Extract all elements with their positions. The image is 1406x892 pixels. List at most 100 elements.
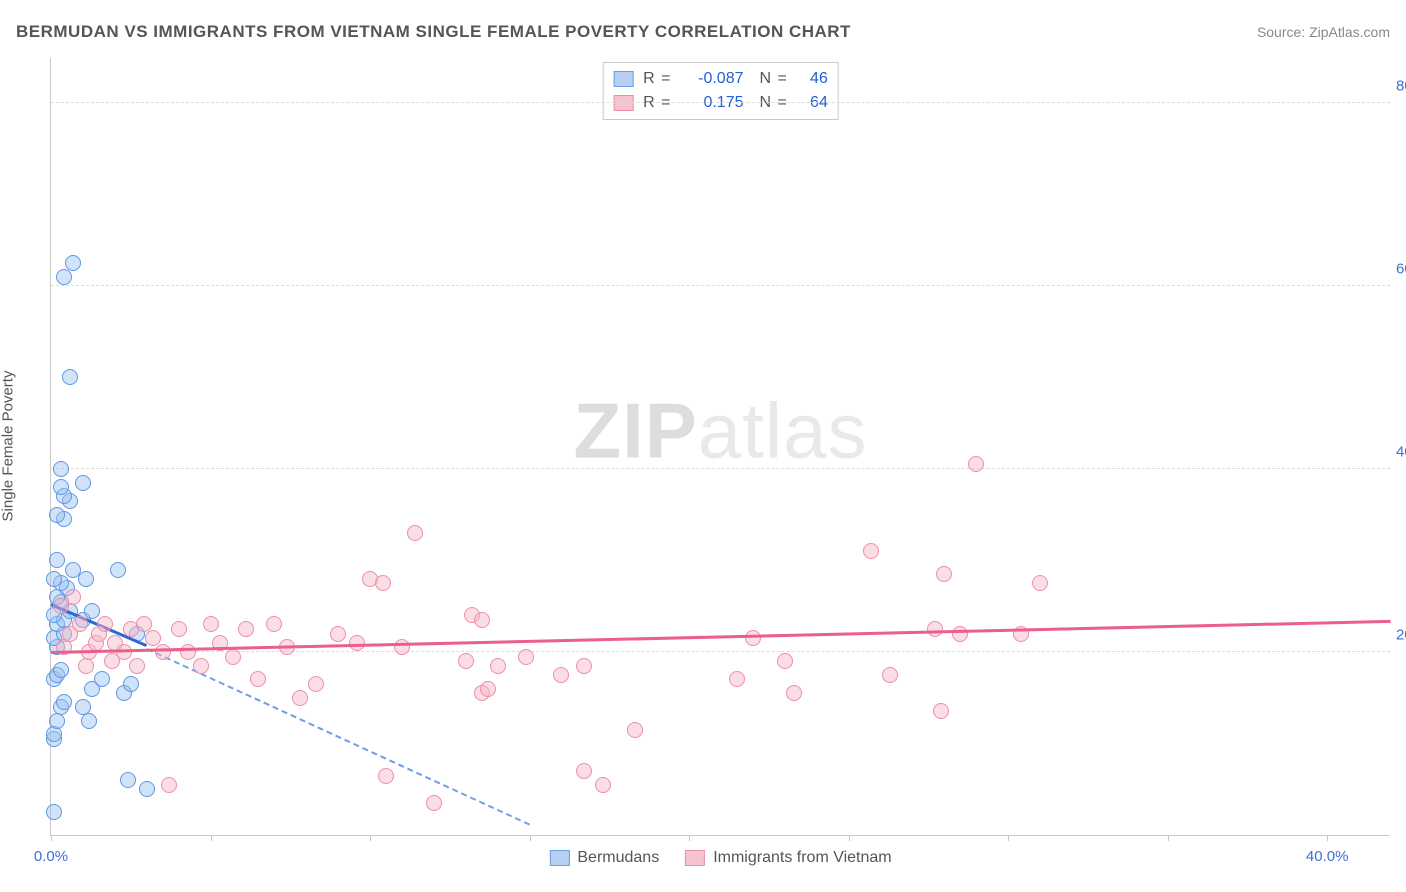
- x-tick-label: 40.0%: [1306, 848, 1349, 865]
- x-tick: [370, 835, 371, 841]
- scatter-point: [56, 694, 72, 710]
- stats-legend-row: R = -0.087 N = 46: [613, 67, 828, 91]
- scatter-point: [882, 667, 898, 683]
- stats-legend: R = -0.087 N = 46 R = 0.175 N = 64: [602, 62, 839, 120]
- scatter-point: [407, 525, 423, 541]
- scatter-point: [458, 653, 474, 669]
- r-label: R =: [643, 94, 671, 112]
- gridline: [51, 285, 1390, 286]
- scatter-point: [78, 658, 94, 674]
- gridline: [51, 468, 1390, 469]
- trend-line: [146, 648, 530, 826]
- watermark: ZIPatlas: [573, 385, 867, 476]
- r-value: 0.175: [682, 94, 744, 112]
- legend-label: Bermudans: [577, 849, 659, 867]
- x-tick: [1168, 835, 1169, 841]
- scatter-point: [180, 644, 196, 660]
- scatter-point: [576, 658, 592, 674]
- scatter-point: [171, 621, 187, 637]
- scatter-point: [94, 671, 110, 687]
- scatter-point: [933, 703, 949, 719]
- plot-area: ZIPatlas R =-0.087N =46R =0.175N =64 Ber…: [50, 58, 1390, 836]
- scatter-point: [576, 763, 592, 779]
- scatter-point: [65, 255, 81, 271]
- r-label: R =: [643, 70, 671, 88]
- y-tick-label: 60.0%: [1396, 260, 1406, 277]
- legend-item: Bermudans: [549, 849, 659, 867]
- r-value: -0.087: [682, 70, 744, 88]
- legend-swatch: [613, 95, 633, 111]
- legend-swatch: [549, 850, 569, 866]
- scatter-point: [75, 475, 91, 491]
- scatter-point: [46, 726, 62, 742]
- scatter-point: [155, 644, 171, 660]
- n-label: N =: [760, 94, 788, 112]
- scatter-point: [238, 621, 254, 637]
- scatter-point: [927, 621, 943, 637]
- scatter-point: [81, 713, 97, 729]
- scatter-point: [49, 713, 65, 729]
- watermark-atlas: atlas: [698, 386, 868, 474]
- scatter-point: [595, 777, 611, 793]
- scatter-point: [56, 269, 72, 285]
- scatter-point: [49, 507, 65, 523]
- chart-title: BERMUDAN VS IMMIGRANTS FROM VIETNAM SING…: [16, 22, 851, 42]
- legend-swatch: [685, 850, 705, 866]
- y-tick-label: 80.0%: [1396, 77, 1406, 94]
- scatter-point: [161, 777, 177, 793]
- y-tick-label: 40.0%: [1396, 443, 1406, 460]
- x-tick: [849, 835, 850, 841]
- scatter-point: [474, 612, 490, 628]
- scatter-point: [308, 676, 324, 692]
- stats-legend-row: R = 0.175 N = 64: [613, 91, 828, 115]
- scatter-point: [250, 671, 266, 687]
- n-value: 46: [798, 70, 828, 88]
- scatter-point: [627, 722, 643, 738]
- watermark-zip: ZIP: [573, 386, 697, 474]
- scatter-point: [330, 626, 346, 642]
- scatter-point: [139, 781, 155, 797]
- n-value: 64: [798, 94, 828, 112]
- source-label: Source: ZipAtlas.com: [1257, 24, 1390, 40]
- scatter-point: [426, 795, 442, 811]
- y-tick-label: 20.0%: [1396, 626, 1406, 643]
- scatter-point: [729, 671, 745, 687]
- series-legend: Bermudans Immigrants from Vietnam: [549, 849, 891, 867]
- x-tick: [211, 835, 212, 841]
- scatter-point: [378, 768, 394, 784]
- x-tick: [530, 835, 531, 841]
- gridline: [51, 102, 1390, 103]
- scatter-point: [786, 685, 802, 701]
- scatter-point: [292, 690, 308, 706]
- y-axis-label: Single Female Poverty: [0, 371, 17, 522]
- x-tick: [689, 835, 690, 841]
- scatter-point: [1032, 575, 1048, 591]
- scatter-point: [78, 571, 94, 587]
- scatter-point: [65, 589, 81, 605]
- scatter-point: [49, 552, 65, 568]
- scatter-point: [518, 649, 534, 665]
- legend-label: Immigrants from Vietnam: [713, 849, 891, 867]
- scatter-point: [46, 804, 62, 820]
- scatter-point: [53, 662, 69, 678]
- scatter-point: [936, 566, 952, 582]
- scatter-point: [203, 616, 219, 632]
- scatter-point: [72, 616, 88, 632]
- scatter-point: [84, 603, 100, 619]
- scatter-point: [53, 479, 69, 495]
- scatter-point: [120, 772, 136, 788]
- scatter-point: [62, 369, 78, 385]
- scatter-point: [53, 461, 69, 477]
- scatter-point: [97, 616, 113, 632]
- gridline: [51, 651, 1390, 652]
- n-label: N =: [760, 70, 788, 88]
- correlation-chart: BERMUDAN VS IMMIGRANTS FROM VIETNAM SING…: [0, 0, 1406, 892]
- scatter-point: [968, 456, 984, 472]
- scatter-point: [745, 630, 761, 646]
- scatter-point: [553, 667, 569, 683]
- scatter-point: [225, 649, 241, 665]
- scatter-point: [193, 658, 209, 674]
- x-tick: [1008, 835, 1009, 841]
- legend-swatch: [613, 71, 633, 87]
- scatter-point: [777, 653, 793, 669]
